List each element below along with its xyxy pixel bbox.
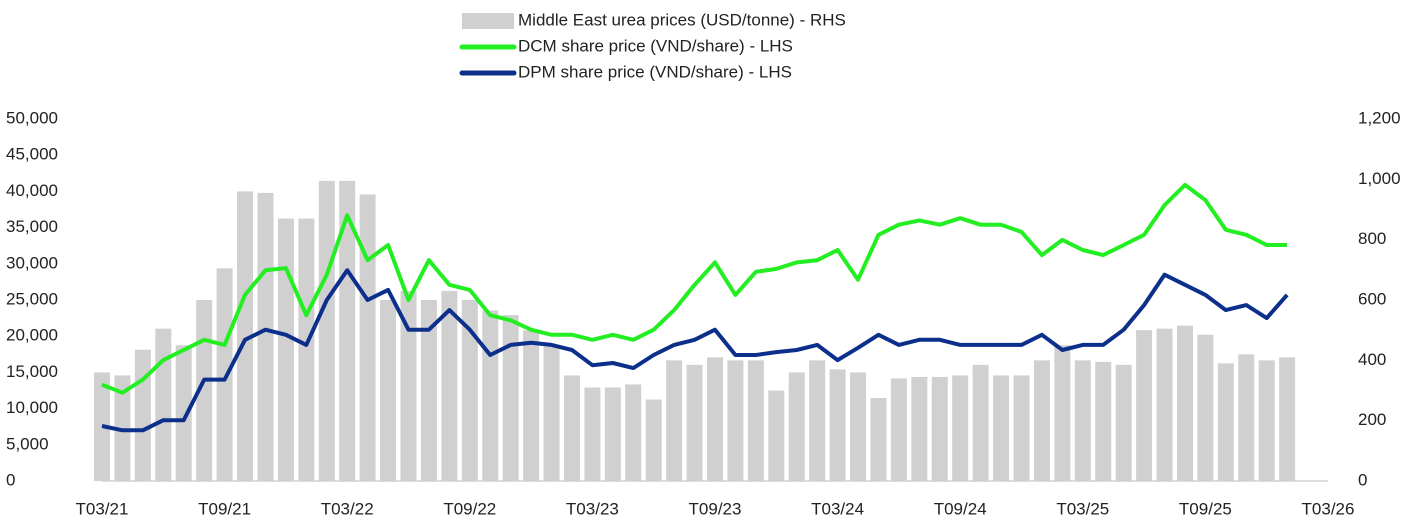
bar xyxy=(829,369,846,481)
legend-swatch xyxy=(462,13,514,29)
bar xyxy=(809,360,826,481)
bar xyxy=(277,218,294,482)
bar xyxy=(993,375,1010,481)
bar xyxy=(1013,375,1030,481)
y-tick-label: 5,000 xyxy=(6,434,49,453)
bar xyxy=(1033,360,1050,481)
bar xyxy=(461,300,478,481)
bar xyxy=(1279,357,1296,481)
bar xyxy=(727,360,744,481)
line xyxy=(101,268,1289,433)
bar xyxy=(134,349,151,481)
bar xyxy=(155,328,172,481)
bar xyxy=(237,191,254,481)
line xyxy=(101,182,1288,395)
bar xyxy=(911,376,928,481)
y2-tick-label: 1,200 xyxy=(1358,108,1401,127)
y2-tick-label: 200 xyxy=(1358,410,1386,429)
y-tick-label: 40,000 xyxy=(6,181,58,200)
bar xyxy=(196,300,213,481)
y-tick-label: 45,000 xyxy=(6,145,58,164)
legend-label: Middle East urea prices (USD/tonne) - RH… xyxy=(518,10,846,29)
bar xyxy=(584,387,601,481)
x-tick-label: T09/24 xyxy=(934,499,987,518)
legend-label: DCM share price (VND/share) - LHS xyxy=(518,36,793,55)
y-tick-label: 0 xyxy=(6,470,15,489)
x-tick-label: T03/22 xyxy=(321,499,374,518)
bar xyxy=(604,387,621,481)
y2-tick-label: 1,000 xyxy=(1358,169,1401,188)
bar xyxy=(298,218,315,482)
x-tick-label: T09/25 xyxy=(1179,499,1232,518)
y-tick-label: 10,000 xyxy=(6,398,58,417)
bar xyxy=(359,194,376,481)
bar xyxy=(1258,360,1275,481)
bar xyxy=(1115,364,1132,481)
bar xyxy=(482,310,499,481)
bar xyxy=(441,290,458,481)
bar xyxy=(768,390,785,481)
bar xyxy=(1136,330,1153,481)
bar xyxy=(645,399,662,481)
bar xyxy=(114,375,131,481)
x-tick-label: T09/21 xyxy=(198,499,251,518)
bar xyxy=(1074,360,1091,481)
bar xyxy=(175,345,192,481)
bar xyxy=(1095,361,1112,481)
bar xyxy=(543,345,560,481)
x-tick-label: T03/23 xyxy=(566,499,619,518)
x-tick-label: T03/26 xyxy=(1302,499,1355,518)
bar xyxy=(502,315,519,481)
bar xyxy=(972,364,989,481)
bar xyxy=(257,192,274,482)
bar xyxy=(1054,345,1071,481)
bar xyxy=(707,357,723,481)
bar xyxy=(563,375,580,481)
x-tick-label: T03/21 xyxy=(76,499,129,518)
bar xyxy=(1238,354,1255,481)
bar xyxy=(216,268,233,481)
bar xyxy=(931,376,948,481)
bar xyxy=(747,360,764,481)
y-tick-label: 15,000 xyxy=(6,362,58,381)
x-tick-label: T03/24 xyxy=(811,499,864,518)
y-tick-label: 35,000 xyxy=(6,217,58,236)
bar xyxy=(686,364,703,481)
bar xyxy=(339,180,356,481)
y2-tick-label: 800 xyxy=(1358,229,1386,248)
bar xyxy=(380,300,397,481)
y-tick-label: 50,000 xyxy=(6,108,58,127)
bar xyxy=(1197,334,1214,481)
y-tick-label: 30,000 xyxy=(6,253,58,272)
x-tick-label: T09/23 xyxy=(689,499,742,518)
bar xyxy=(523,330,540,481)
y2-tick-label: 400 xyxy=(1358,350,1386,369)
bar xyxy=(420,300,437,481)
bar xyxy=(318,180,335,481)
bar xyxy=(1176,325,1193,481)
y-tick-label: 20,000 xyxy=(6,326,58,345)
y2-tick-label: 0 xyxy=(1358,470,1367,489)
bar xyxy=(788,372,805,481)
y-tick-label: 25,000 xyxy=(6,289,58,308)
x-tick-label: T09/22 xyxy=(443,499,496,518)
bar xyxy=(400,290,417,481)
legend-label: DPM share price (VND/share) - LHS xyxy=(518,62,792,81)
bar xyxy=(1156,328,1173,481)
bar xyxy=(890,378,907,481)
bar xyxy=(870,398,887,481)
y2-tick-label: 600 xyxy=(1358,289,1386,308)
bar xyxy=(952,375,969,481)
bar xyxy=(666,360,683,481)
bar xyxy=(850,372,867,481)
bar xyxy=(625,384,642,481)
bar xyxy=(1217,363,1234,481)
x-tick-label: T03/25 xyxy=(1056,499,1109,518)
